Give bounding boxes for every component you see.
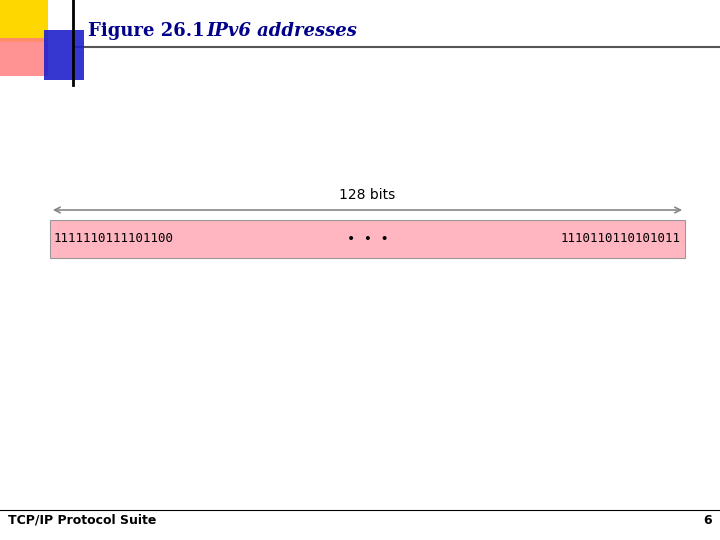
Bar	[0, 38, 48, 76]
Text: 1110110110101011: 1110110110101011	[561, 233, 681, 246]
Text: 1111110111101100: 1111110111101100	[54, 233, 174, 246]
Text: • • •: • • •	[346, 232, 388, 246]
Text: 6: 6	[703, 514, 712, 526]
Bar	[44, 30, 84, 80]
Bar	[0, 0, 48, 42]
Bar	[50, 220, 685, 258]
Text: TCP/IP Protocol Suite: TCP/IP Protocol Suite	[8, 514, 156, 526]
Text: 128 bits: 128 bits	[339, 188, 395, 202]
Text: IPv6 addresses: IPv6 addresses	[206, 22, 357, 40]
Text: Figure 26.1: Figure 26.1	[88, 22, 204, 40]
